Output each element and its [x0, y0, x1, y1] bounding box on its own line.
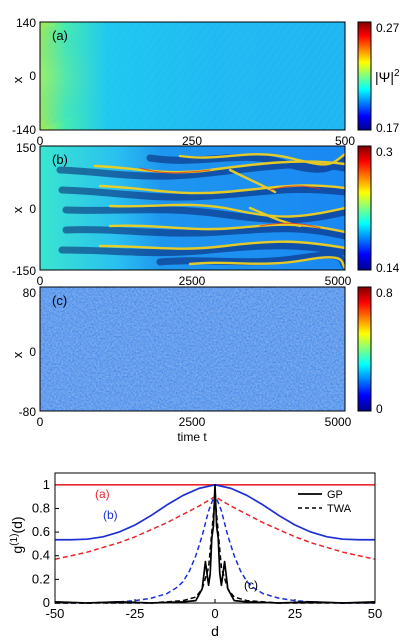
- g1-legend: GP TWA: [298, 489, 352, 515]
- g1-annotation-c: (c): [244, 578, 258, 592]
- ylabel-b: x: [10, 206, 25, 213]
- xtick-b-2: 5000: [325, 274, 352, 288]
- g1-xtick-label: -50: [46, 606, 65, 621]
- ytick-a-mid: 0: [29, 69, 36, 83]
- legend-label-twa: TWA: [327, 503, 352, 515]
- colorbar-a-min: 0.17: [376, 121, 400, 135]
- xtick-a-0: 0: [37, 134, 44, 148]
- g1-xtick-label: 50: [368, 606, 382, 621]
- xtick-c-1: 2500: [179, 415, 206, 429]
- g1-annotation-b: (b): [103, 508, 118, 522]
- panel-c: (c) x 80 0 -80 0 2500 5000 time t 0.8 0: [10, 286, 393, 444]
- g1-series-line-4: [55, 495, 375, 604]
- g1-ytick-label: 1: [43, 477, 50, 492]
- g1-annotation-a: (a): [95, 487, 110, 501]
- ylabel-a: x: [10, 76, 25, 83]
- xlabel-c: time t: [177, 430, 207, 444]
- panel-g1: -50 -25 0 25 5000.20.40.60.81 g(1)(d) d (a) …: [9, 472, 382, 639]
- xtick-b-1: 2500: [179, 274, 206, 288]
- panel-label-a: (a): [52, 28, 68, 43]
- ytick-b-mid: 0: [29, 202, 36, 216]
- colorbar-a-max: 0.27: [376, 21, 400, 35]
- panel-label-b: (b): [52, 152, 68, 167]
- xtick-a-2: 500: [335, 134, 355, 148]
- ytick-c-bot: -80: [19, 405, 37, 419]
- ytick-c-top: 80: [23, 286, 37, 300]
- wavefront-a: [40, 22, 160, 130]
- g1-ticks: -50 -25 0 25 50 0 0.2 0.4 0.6 0.8 1: [32, 477, 382, 621]
- ytick-c-mid: 0: [29, 345, 36, 359]
- g1-series-line-5: [54, 483, 376, 604]
- g1-xlabel: d: [211, 623, 219, 639]
- ytick-b-top: 150: [16, 141, 36, 155]
- colorbar-c-min: 0: [376, 402, 383, 416]
- ytick-a-bot: -140: [12, 123, 36, 137]
- panel-a: (a) x 140 0 -140 0 250 500 0.27 0.17 |Ψ|…: [10, 16, 400, 148]
- g1-xtick-label: 25: [288, 606, 302, 621]
- g1-ylabel: g(1)(d): [9, 516, 25, 553]
- colorbar-c: [357, 286, 372, 412]
- ytick-b-bot: -150: [12, 264, 36, 278]
- g1-xtick-label: 0: [211, 606, 218, 621]
- colorbar-a-label: |Ψ|2: [375, 68, 400, 85]
- colorbar-b-max: 0.3: [376, 145, 393, 159]
- panel-label-c: (c): [52, 293, 67, 308]
- colorbar-c-max: 0.8: [376, 286, 393, 300]
- xtick-c-0: 0: [37, 415, 44, 429]
- ylabel-c: x: [10, 351, 25, 358]
- soliton-tracks-b: [56, 152, 345, 270]
- g1-series-group: [54, 483, 376, 604]
- xtick-a-1: 250: [182, 134, 202, 148]
- xtick-c-2: 5000: [325, 415, 352, 429]
- g1-ytick-label: 0.2: [32, 571, 50, 586]
- ytick-a-top: 140: [16, 16, 36, 30]
- colorbar-a: [357, 21, 372, 131]
- colorbar-b-min: 0.14: [376, 261, 400, 275]
- g1-ytick-label: 0: [43, 595, 50, 610]
- panel-b: (b) x 150 0 -150 0 2500 5000 0.3 0.14: [10, 141, 400, 288]
- g1-ytick-label: 0.6: [32, 524, 50, 539]
- g1-ytick-label: 0.4: [32, 548, 50, 563]
- xtick-b-0: 0: [37, 274, 44, 288]
- g1-ytick-label: 0.8: [32, 500, 50, 515]
- g1-xtick-label: -25: [126, 606, 145, 621]
- legend-label-gp: GP: [327, 489, 343, 501]
- g1-plot-frame: [54, 472, 376, 604]
- colorbar-b: [357, 145, 372, 271]
